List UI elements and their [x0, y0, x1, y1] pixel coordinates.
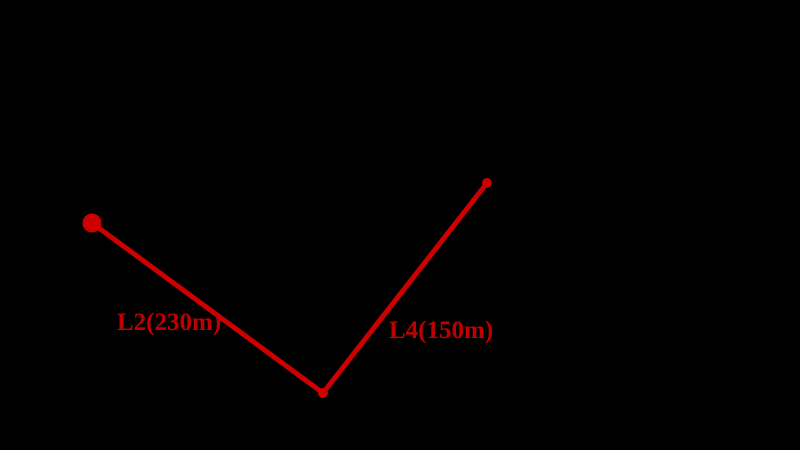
endpoint-dot-large — [82, 213, 102, 233]
segment-line-l4 — [321, 181, 489, 395]
endpoint-dot — [482, 178, 492, 188]
vertex-dot — [318, 388, 328, 398]
segment-label-l4: L4(150m) — [389, 317, 493, 344]
segment-label-l2: L2(230m) — [117, 309, 221, 336]
segment-line-l2 — [90, 220, 325, 396]
